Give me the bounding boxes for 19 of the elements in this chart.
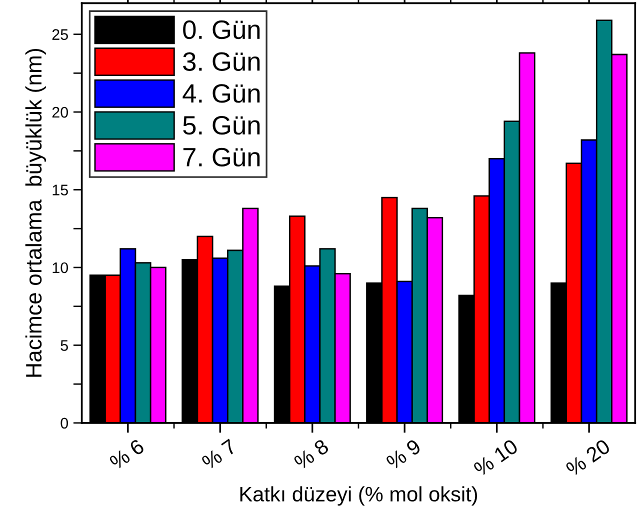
legend-label: 4. Gün xyxy=(182,84,260,103)
y-tick-label: 20 xyxy=(52,106,68,118)
y-tick-label: 15 xyxy=(52,184,68,196)
x-tick-label: % 20 xyxy=(564,438,612,477)
x-tick-label: % 8 xyxy=(293,438,330,470)
y-tick-label: 0 xyxy=(60,418,68,429)
y-tick-label: 5 xyxy=(60,340,68,351)
legend-label: 0. Gün xyxy=(183,20,260,40)
x-axis-title: Katkı düzeyi (% mol oksit) xyxy=(240,486,478,506)
y-tick-label: 10 xyxy=(52,262,68,274)
x-tick-label: % 9 xyxy=(385,438,422,470)
y-tick-label: 25 xyxy=(52,29,68,40)
x-tick-label: % 6 xyxy=(108,438,146,470)
y-axis-title: Hacimce ortalama büyüklük (nm) xyxy=(25,48,46,377)
legend-label: 3. Gün xyxy=(183,52,260,71)
legend-label: 7. Gün xyxy=(183,148,260,167)
x-tick-label: % 10 xyxy=(472,438,519,477)
x-tick-label: % 7 xyxy=(200,438,238,470)
legend-label: 5. Gün xyxy=(183,116,260,135)
